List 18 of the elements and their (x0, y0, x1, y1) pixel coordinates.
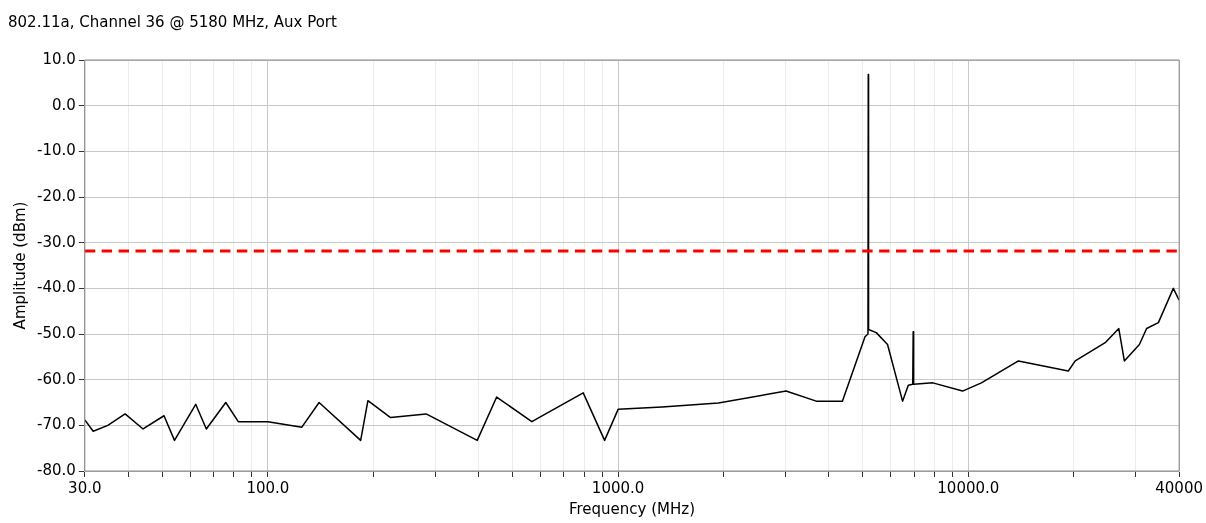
y-tick-label: 10.0 (42, 49, 76, 68)
y-tick-label: -70.0 (37, 415, 76, 434)
x-tick-label: 30.0 (68, 478, 102, 497)
y-tick-label: -10.0 (37, 141, 76, 160)
y-tick-label: -30.0 (37, 232, 76, 251)
y-tick-label: -40.0 (37, 278, 76, 297)
x-tick-label: 10000.0 (937, 478, 1000, 497)
y-tick-label: -60.0 (37, 369, 76, 388)
x-tick-label: 100.0 (246, 478, 290, 497)
y-tick-label: 0.0 (51, 95, 76, 114)
x-axis-title: Frequency (MHz) (568, 499, 696, 518)
y-tick-label: -80.0 (37, 460, 76, 479)
y-tick-label: -20.0 (37, 186, 76, 205)
chart-title: 802.11a, Channel 36 @ 5180 MHz, Aux Port (8, 12, 338, 31)
y-axis-title: Amplitude (dBm) (10, 201, 29, 330)
x-tick-label: 1000.0 (591, 478, 645, 497)
x-tick-label: 40000 (1155, 478, 1203, 497)
y-tick-label: -50.0 (37, 323, 76, 342)
